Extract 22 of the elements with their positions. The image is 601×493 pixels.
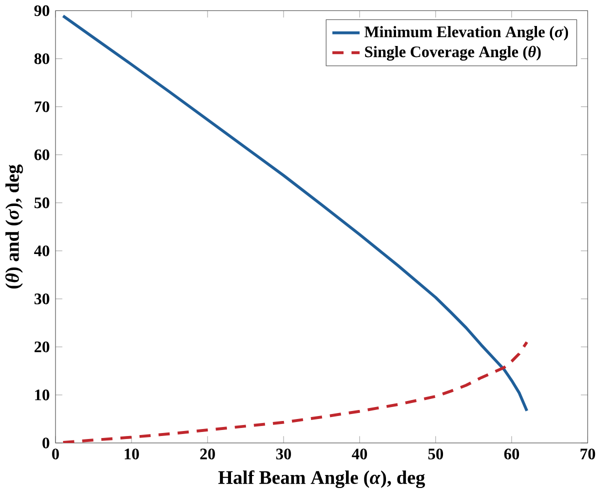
x-tick-label: 10 xyxy=(124,448,139,460)
x-tick-label: 50 xyxy=(428,448,444,460)
y-tick-label: 10 xyxy=(35,389,50,400)
y-tick-label: 80 xyxy=(34,53,50,64)
x-tick-label: 60 xyxy=(504,448,520,460)
x-tick-label: 0 xyxy=(52,448,59,460)
legend-label: Single Coverage Angle (θ) xyxy=(365,46,541,60)
x-tick-label: 30 xyxy=(276,448,291,460)
x-axis-title: Half Beam Angle (α), deg xyxy=(218,470,425,488)
y-axis-title: (θ) and (σ), deg xyxy=(5,164,23,288)
y-tick-label: 40 xyxy=(34,245,50,256)
x-tick-label: 40 xyxy=(352,448,368,460)
y-tick-label: 0 xyxy=(42,437,50,448)
x-tick-label: 70 xyxy=(580,448,596,460)
y-tick-label: 90 xyxy=(34,5,50,16)
y-tick-label: 50 xyxy=(34,197,50,208)
x-tick-label: 20 xyxy=(200,448,215,460)
y-tick-label: 60 xyxy=(34,149,50,160)
legend-label: Minimum Elevation Angle (σ) xyxy=(364,26,568,40)
y-tick-label: 20 xyxy=(34,341,50,352)
y-tick-label: 70 xyxy=(34,101,50,112)
y-tick-label: 30 xyxy=(34,293,50,304)
